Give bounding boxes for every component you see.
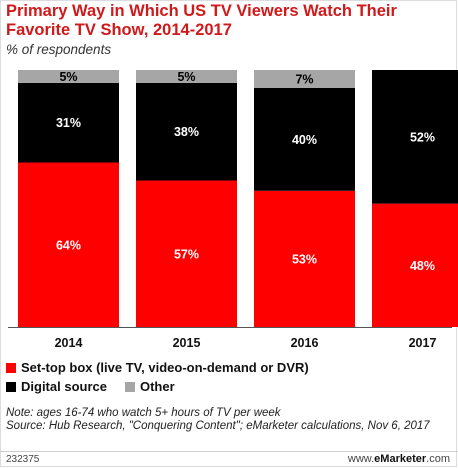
data-label-2014-3: 5%: [59, 70, 77, 84]
site-prefix: www.: [347, 453, 375, 465]
chart-id: 232375: [6, 454, 40, 465]
legend-swatch-settop: [6, 362, 16, 373]
data-label-2017-1: 48%: [410, 259, 435, 273]
legend-label-settop: Set-top box (live TV, video-on-demand or…: [21, 360, 309, 375]
chart-subtitle: % of respondents: [6, 42, 112, 57]
data-label-2015-1: 57%: [174, 247, 199, 261]
x-tick-label-2016: 2016: [291, 336, 319, 350]
data-label-2015-2: 38%: [174, 125, 199, 139]
legend-item-digital: Digital source: [6, 379, 107, 394]
data-label-2016-3: 7%: [295, 72, 313, 86]
chart-title: Primary Way in Which US TV Viewers Watch…: [6, 2, 397, 39]
bar-segment-2015-2: [136, 82, 237, 181]
legend-swatch-other: [124, 381, 135, 392]
data-label-2015-3: 5%: [177, 70, 195, 84]
data-label-2016-2: 40%: [292, 133, 317, 147]
bar-segment-2014-2: [18, 82, 119, 163]
legend: Set-top box (live TV, video-on-demand or…: [6, 358, 309, 396]
bar-segment-2017-2: [372, 70, 458, 204]
brand-name: eMarketer: [374, 453, 427, 465]
footer: 232375 www.eMarketer.com: [0, 451, 458, 468]
legend-item-other: Other: [124, 379, 175, 394]
data-label-2016-1: 53%: [292, 252, 317, 266]
chart-notes: Note: ages 16-74 who watch 5+ hours of T…: [6, 407, 451, 433]
stacked-bar-chart: 64% 31% 5% 2014 57% 38% 5% 2015 53% 40% 7% 2016 48% 5…: [8, 70, 458, 350]
site-suffix: .com: [426, 453, 450, 465]
data-label-2014-1: 64%: [56, 238, 81, 252]
bar-segment-2016-1: [254, 190, 355, 327]
data-label-2014-2: 31%: [56, 116, 81, 130]
legend-swatch-digital: [6, 381, 16, 392]
bar-segment-2016-3: [254, 70, 355, 88]
legend-label-other: Other: [139, 379, 175, 394]
site-credit: www.eMarketer.com: [348, 453, 450, 465]
legend-item-settop: Set-top box (live TV, video-on-demand or…: [6, 358, 309, 377]
x-tick-label-2014: 2014: [55, 336, 83, 350]
data-label-2017-2: 52%: [410, 130, 435, 144]
x-tick-label-2017: 2017: [409, 336, 437, 350]
legend-label-digital: Digital source: [21, 379, 107, 394]
source-text: Source: Hub Research, "Conquering Conten…: [6, 420, 430, 432]
bar-segment-2014-3: [18, 70, 119, 83]
legend-row-2: Digital source Other: [6, 377, 309, 396]
note-text: Note: ages 16-74 who watch 5+ hours of T…: [6, 407, 281, 419]
bar-segment-2017-1: [372, 203, 458, 327]
bar-segment-2016-2: [254, 87, 355, 191]
bar-segment-2015-3: [136, 70, 237, 83]
bar-segment-2015-1: [136, 180, 237, 327]
bar-segment-2014-1: [18, 162, 119, 327]
x-tick-label-2015: 2015: [173, 336, 201, 350]
